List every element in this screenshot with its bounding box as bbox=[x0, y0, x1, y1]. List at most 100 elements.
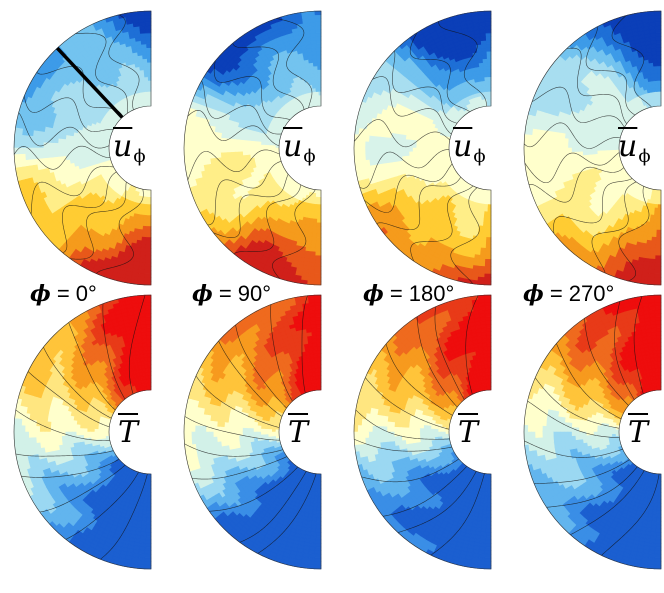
contour-cell bbox=[484, 204, 489, 209]
contour-cell bbox=[312, 225, 318, 231]
contour-cell bbox=[318, 196, 322, 202]
contour-cell bbox=[198, 141, 203, 149]
contour-cell bbox=[145, 240, 152, 246]
contour-line bbox=[23, 95, 114, 132]
contour-cell bbox=[21, 147, 26, 155]
contour-cell bbox=[484, 207, 489, 213]
contour-cell bbox=[144, 18, 152, 23]
contour-cell bbox=[379, 147, 384, 154]
contour-cell bbox=[314, 25, 322, 30]
contour-cell bbox=[68, 143, 73, 149]
contour-cell bbox=[205, 147, 211, 154]
contour-cell bbox=[253, 144, 258, 149]
contour-line bbox=[233, 184, 302, 255]
velocity-contour-plot bbox=[353, 10, 492, 286]
contour-cell bbox=[408, 139, 414, 145]
contour-cell bbox=[483, 218, 488, 224]
contour-cell bbox=[72, 151, 77, 157]
contour-cell bbox=[57, 138, 63, 144]
contour-cell bbox=[314, 277, 322, 282]
contour-cell bbox=[371, 141, 377, 149]
contour-line bbox=[187, 110, 280, 147]
contour-line bbox=[207, 161, 282, 226]
contour-cell bbox=[316, 229, 322, 235]
contour-cell bbox=[271, 145, 276, 149]
contour-cell bbox=[408, 151, 414, 157]
contour-cell bbox=[437, 145, 443, 149]
contour-cell bbox=[242, 147, 247, 153]
contour-cell bbox=[223, 152, 229, 158]
contour-cell bbox=[46, 147, 51, 154]
contour-cell bbox=[147, 200, 152, 205]
contour-cell bbox=[234, 143, 240, 149]
contour-cell bbox=[142, 69, 148, 74]
contour-cell bbox=[317, 211, 322, 216]
contour-cell bbox=[61, 143, 66, 149]
contour-cell bbox=[315, 39, 322, 45]
contour-cell bbox=[314, 14, 322, 19]
contour-cell bbox=[314, 273, 322, 278]
contour-line bbox=[213, 60, 291, 120]
contour-cell bbox=[482, 61, 488, 67]
contour-cell bbox=[314, 21, 322, 27]
contour-cell bbox=[146, 61, 152, 67]
contour-cell bbox=[316, 222, 322, 227]
contour-cell bbox=[147, 83, 152, 89]
contour-cell bbox=[423, 144, 428, 149]
contour-cell bbox=[315, 47, 322, 52]
contour-cell bbox=[483, 10, 492, 16]
contour-cell bbox=[316, 61, 322, 67]
contour-cell bbox=[482, 69, 488, 74]
contour-cell bbox=[83, 147, 88, 152]
contour-cell bbox=[57, 143, 62, 149]
contour-cell bbox=[314, 28, 322, 34]
contour-line bbox=[30, 166, 114, 215]
contour-cell bbox=[311, 233, 318, 238]
contour-cell bbox=[364, 141, 370, 149]
contour-cell bbox=[315, 248, 322, 253]
contour-cell bbox=[234, 139, 240, 145]
contour-cell bbox=[146, 222, 152, 227]
contour-cell bbox=[419, 140, 425, 145]
contour-cell bbox=[311, 240, 317, 246]
contour-cell bbox=[314, 211, 319, 216]
contour-cell bbox=[143, 214, 148, 220]
contour-cell bbox=[231, 138, 236, 145]
contour-cell bbox=[485, 43, 492, 48]
contour-cell bbox=[485, 47, 492, 52]
contour-cell bbox=[317, 215, 322, 220]
contour-cell bbox=[313, 214, 318, 220]
contour-cell bbox=[368, 141, 373, 149]
contour-cell bbox=[146, 226, 152, 231]
contour-cell bbox=[441, 145, 446, 149]
contour-cell bbox=[488, 196, 492, 202]
contour-cell bbox=[484, 14, 492, 19]
contour-cell bbox=[419, 147, 424, 152]
contour-cell bbox=[368, 147, 373, 155]
contour-cell bbox=[13, 140, 19, 149]
contour-line bbox=[13, 145, 111, 170]
contour-cell bbox=[485, 50, 492, 56]
contour-cell bbox=[231, 151, 236, 158]
panel-velocity-phi-90 bbox=[175, 8, 325, 288]
contour-cell bbox=[312, 65, 318, 71]
contour-cell bbox=[242, 139, 247, 145]
contour-cell bbox=[238, 147, 243, 153]
contour-cell bbox=[408, 147, 413, 153]
contour-cell bbox=[141, 240, 147, 246]
contour-cell bbox=[412, 147, 417, 153]
contour-cell bbox=[256, 141, 262, 146]
contour-cell bbox=[68, 139, 74, 145]
contour-cell bbox=[227, 143, 232, 149]
contour-cell bbox=[223, 138, 229, 144]
contour-cell bbox=[216, 147, 221, 154]
contour-cell bbox=[75, 147, 81, 152]
contour-cell bbox=[256, 144, 262, 149]
contour-cell bbox=[314, 207, 319, 213]
contour-cell bbox=[191, 147, 196, 155]
contour-line bbox=[272, 189, 316, 279]
contour-cell bbox=[147, 207, 152, 213]
contour-cell bbox=[144, 25, 152, 30]
contour-cell bbox=[145, 47, 152, 52]
